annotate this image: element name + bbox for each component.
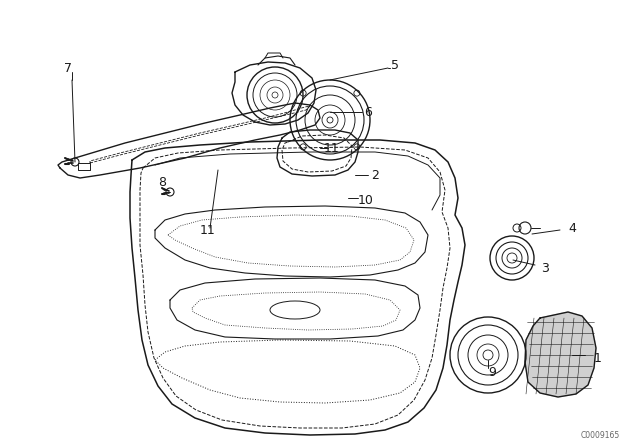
Text: 4: 4: [568, 221, 576, 234]
Text: 9: 9: [488, 366, 496, 379]
Text: C0009165: C0009165: [580, 431, 620, 440]
Text: 2: 2: [371, 168, 379, 181]
Text: 11: 11: [200, 224, 216, 237]
Text: 3: 3: [541, 262, 549, 275]
Text: 5: 5: [391, 59, 399, 72]
Text: 6: 6: [364, 105, 372, 119]
Polygon shape: [525, 312, 596, 397]
Text: 11: 11: [324, 142, 340, 155]
Text: 1: 1: [594, 352, 602, 365]
Text: 7: 7: [64, 61, 72, 74]
Text: 10: 10: [358, 194, 374, 207]
Text: 8: 8: [158, 176, 166, 189]
